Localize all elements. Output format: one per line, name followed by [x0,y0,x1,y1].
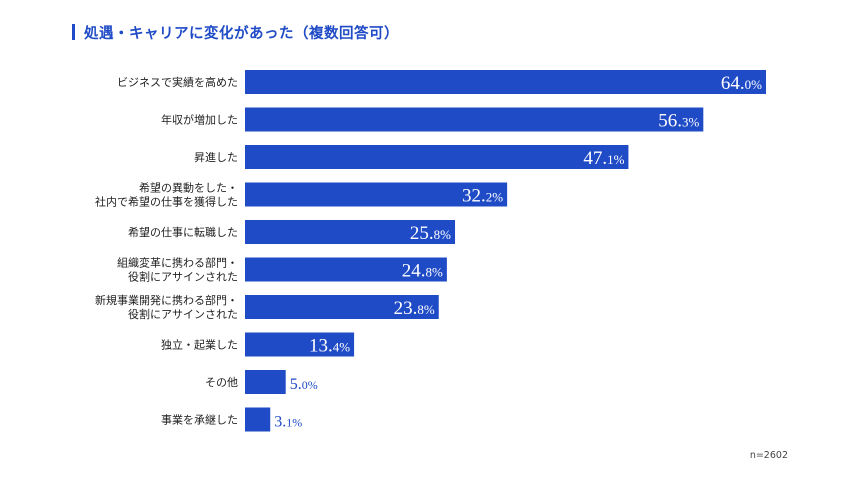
chart-title: 処遇・キャリアに変化があった（複数回答可） [72,23,399,42]
value-label-2: 47.1% [583,148,624,169]
bar-6 [245,295,439,319]
value-label-9: 3.1% [274,414,302,431]
bar-9 [245,407,271,432]
category-label-5: 組織変革に携わる部門・役割にアサインされた [117,256,238,284]
category-label-9: 事業を承継した [161,413,238,427]
value-label-0: 64.0% [721,73,762,94]
category-label-8: その他 [205,376,238,389]
bar-0 [245,70,766,94]
bar-2 [245,145,629,169]
bar-4 [245,220,456,244]
category-label-6: 新規事業開発に携わる部門・役割にアサインされた [95,293,238,321]
title-accent-bar [72,24,75,40]
category-label-4: 希望の仕事に転職した [128,225,238,239]
chart-title-text: 処遇・キャリアに変化があった（複数回答可） [84,25,399,42]
category-label-2: 昇進した [194,151,238,164]
category-label-7: 独立・起業した [161,338,238,352]
value-label-8: 5.0% [290,376,318,393]
value-label-5: 24.8% [402,261,443,282]
category-label-0: ビジネスで実績を高めた [117,75,238,89]
value-label-6: 23.8% [394,298,435,319]
sample-size-note: n=2602 [749,450,788,461]
bar-3 [245,182,508,207]
value-label-4: 25.8% [410,223,451,244]
bar-5 [245,257,447,282]
bar-8 [245,370,286,394]
category-label-1: 年収が増加した [161,113,238,127]
category-label-3: 希望の異動をした・社内で希望の仕事を獲得した [95,181,238,209]
value-label-1: 56.3% [658,111,699,132]
bar-7 [245,332,355,357]
value-label-7: 13.4% [309,336,350,357]
value-label-3: 32.2% [462,186,503,207]
bar-1 [245,107,704,132]
